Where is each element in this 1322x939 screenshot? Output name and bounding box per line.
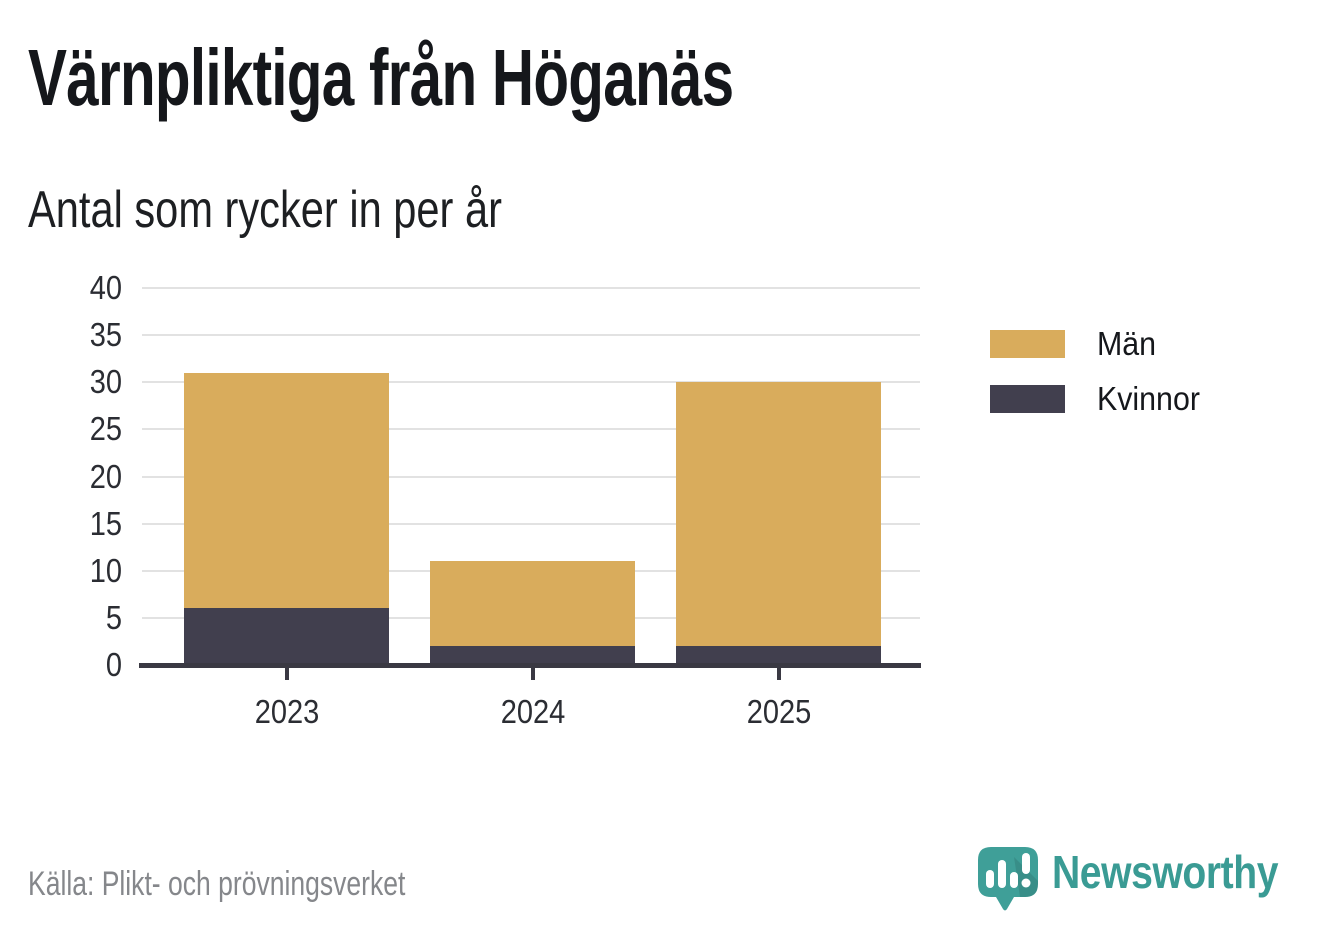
bar-2023: [184, 288, 389, 665]
page-title: Värnpliktiga från Höganäs: [28, 33, 734, 122]
x-tick-label-2024: 2024: [500, 693, 565, 730]
x-tick-2024: [530, 668, 535, 680]
y-tick-label: 20: [89, 457, 122, 495]
y-tick-label: 15: [89, 504, 122, 542]
legend-row-Kvinnor: Kvinnor: [990, 380, 1209, 417]
gridline-25: [142, 428, 920, 431]
x-axis-line: [139, 663, 921, 668]
newsworthy-logo-text: Newsworthy: [1052, 846, 1279, 898]
gridline-35: [142, 334, 920, 337]
gridline-15: [142, 522, 920, 525]
y-tick-label: 0: [105, 646, 122, 683]
bar-segment-2024-Män: [430, 561, 635, 647]
bar-segment-2024-Kvinnor: [430, 646, 635, 665]
x-tick-2023: [284, 668, 289, 680]
bar-2025: [676, 288, 881, 665]
gridline-20: [142, 475, 920, 478]
y-tick-label: 40: [89, 269, 122, 306]
plot-area: [142, 287, 920, 665]
x-tick-label-2025: 2025: [746, 693, 811, 730]
y-tick-label: 10: [89, 551, 122, 589]
bar-2024: [430, 288, 635, 665]
y-tick-label: 35: [89, 316, 122, 354]
bar-segment-2025-Kvinnor: [676, 646, 881, 665]
newsworthy-speech-bubble-chart-icon: [978, 847, 1038, 911]
page-subtitle: Antal som rycker in per år: [28, 181, 502, 239]
bar-segment-2023-Kvinnor: [184, 608, 389, 665]
newsworthy-brand: Newsworthy: [976, 845, 1318, 913]
bar-segment-2023-Män: [184, 372, 389, 609]
legend-row-Män: Män: [990, 325, 1209, 362]
x-tick-label-2023: 2023: [254, 693, 319, 730]
legend-label-Män: Män: [1097, 325, 1157, 362]
legend-label-Kvinnor: Kvinnor: [1097, 380, 1200, 417]
legend-swatch-Män: [990, 330, 1065, 358]
y-tick-label: 30: [89, 363, 122, 401]
y-tick-label: 5: [105, 598, 122, 636]
source-attribution: Källa: Plikt- och prövningsverket: [28, 865, 406, 903]
x-tick-2025: [776, 668, 781, 680]
gridline-40: [142, 287, 920, 289]
bar-segment-2025-Män: [676, 382, 881, 647]
y-tick-label: 25: [89, 410, 122, 448]
legend-swatch-Kvinnor: [990, 385, 1065, 413]
legend: Män Kvinnor: [990, 325, 1209, 440]
gridline-30: [142, 381, 920, 384]
